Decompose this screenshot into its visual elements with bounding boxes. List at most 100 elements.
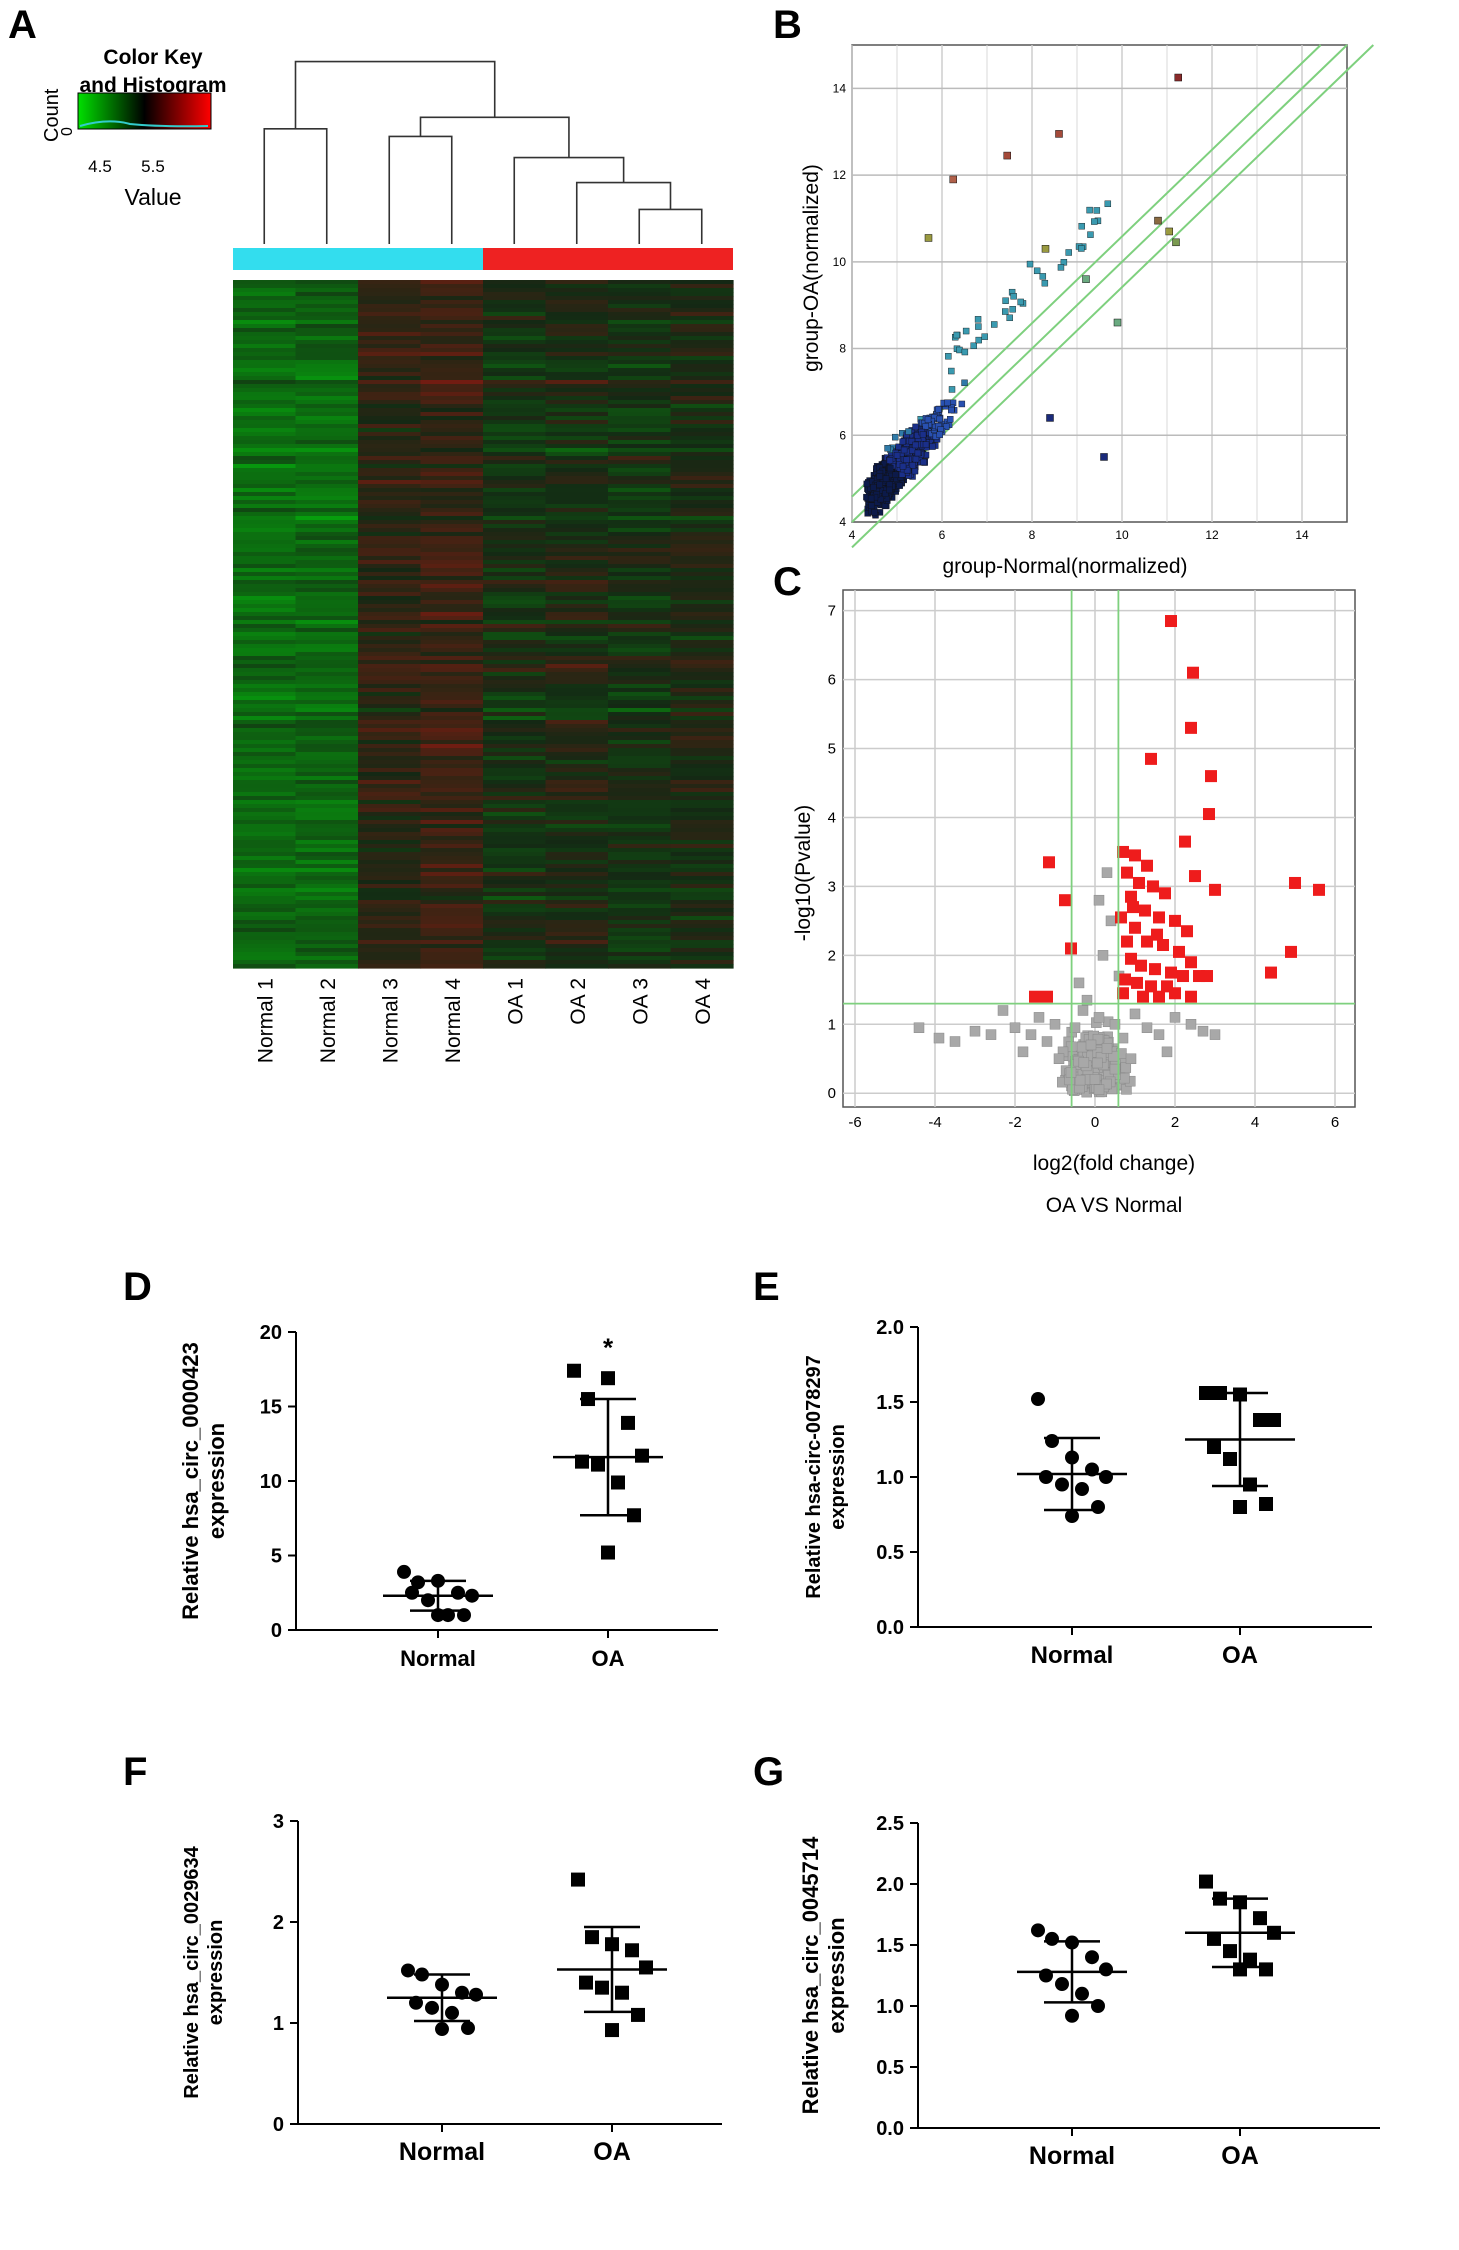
heatmap-cell	[608, 740, 672, 745]
heatmap-cell	[358, 780, 422, 785]
heatmap-cell	[545, 352, 609, 357]
heatmap-cell	[608, 448, 672, 453]
heatmap-cell	[483, 756, 547, 761]
heatmap-cell	[358, 952, 422, 957]
heatmap-cell	[483, 440, 547, 445]
heatmap-cell	[608, 536, 672, 541]
heatmap-cell	[358, 884, 422, 889]
heatmap-cell	[295, 636, 359, 641]
heatmap-cell	[670, 284, 734, 289]
heatmap-cell	[545, 432, 609, 437]
heatmap-cell	[545, 372, 609, 377]
heatmap-cell	[545, 304, 609, 309]
heatmap-cell	[483, 300, 547, 305]
heatmap-cell	[545, 952, 609, 957]
heatmap-cell	[295, 656, 359, 661]
heatmap-cell	[670, 964, 734, 969]
heatmap-cell	[483, 904, 547, 909]
heatmap-cell	[295, 964, 359, 969]
heatmap-cell	[233, 884, 297, 889]
heatmap-cell	[295, 516, 359, 521]
heatmap-cell	[295, 420, 359, 425]
heatmap-cell	[420, 440, 484, 445]
heatmap-cell	[608, 956, 672, 961]
heatmap-cell	[670, 664, 734, 669]
heatmap-cell	[420, 900, 484, 905]
heatmap-cell	[233, 512, 297, 517]
heatmap-cell	[608, 436, 672, 441]
heatmap-cell	[295, 536, 359, 541]
data-point-circle	[441, 1608, 455, 1623]
heatmap-cell	[545, 836, 609, 841]
heatmap-cell	[420, 380, 484, 385]
heatmap-cell	[608, 816, 672, 821]
heatmap-cell	[233, 808, 297, 813]
heatmap-cell	[545, 692, 609, 697]
heatmap-cell	[358, 336, 422, 341]
heatmap-cell	[295, 820, 359, 825]
heatmap-cell	[608, 804, 672, 809]
heatmap-cell	[233, 636, 297, 641]
b-point-bulk	[912, 423, 919, 431]
heatmap-cell	[483, 576, 547, 581]
heatmap-cell	[608, 340, 672, 345]
heatmap-cell	[358, 608, 422, 613]
heatmap-cell	[233, 332, 297, 337]
heatmap-cell	[420, 472, 484, 477]
heatmap-cell	[670, 652, 734, 657]
heatmap-cell	[358, 800, 422, 805]
heatmap-cell	[545, 428, 609, 433]
b-point-bulk	[911, 467, 919, 475]
heatmap-cell	[545, 536, 609, 541]
heatmap-cell	[295, 528, 359, 533]
dendrogram-link	[263, 128, 328, 244]
heatmap-cell	[420, 572, 484, 577]
heatmap-cell	[420, 456, 484, 461]
b-point-up	[1026, 260, 1034, 268]
heatmap-cell	[545, 840, 609, 845]
heatmap-cell	[545, 348, 609, 353]
heatmap-cell	[670, 316, 734, 321]
b-x-axis-title: group-Normal(normalized)	[942, 555, 1187, 578]
heatmap-cell	[295, 560, 359, 565]
heatmap-cell	[420, 540, 484, 545]
heatmap-cell	[295, 748, 359, 753]
heatmap-cell	[295, 428, 359, 433]
heatmap-cell	[545, 700, 609, 705]
heatmap-cell	[295, 956, 359, 961]
heatmap-cell	[358, 888, 422, 893]
heatmap-cell	[483, 316, 547, 321]
y-tick-label: 2.5	[876, 1813, 904, 1835]
heatmap-cell	[295, 296, 359, 301]
heatmap-cell	[608, 356, 672, 361]
heatmap-cell	[358, 428, 422, 433]
b-point-bulk	[958, 400, 966, 408]
heatmap-cell	[608, 844, 672, 849]
heatmap-cell	[358, 444, 422, 449]
b-x-tick-label: 14	[1295, 528, 1309, 542]
heatmap-cell	[420, 716, 484, 721]
b-point-bulk	[922, 441, 930, 448]
heatmap-cell	[670, 832, 734, 837]
data-point-square	[575, 1454, 589, 1469]
b-point-up	[974, 316, 982, 323]
heatmap-cell	[295, 384, 359, 389]
c-point-grey	[1129, 1008, 1141, 1020]
heatmap-cell	[670, 804, 734, 809]
heatmap-cell	[545, 500, 609, 505]
heatmap-cell	[358, 440, 422, 445]
heatmap-cell	[233, 828, 297, 833]
heatmap-cell	[670, 860, 734, 865]
heatmap-cell	[420, 544, 484, 549]
heatmap-cell	[233, 324, 297, 329]
heatmap-cell	[358, 772, 422, 777]
heatmap-cell	[608, 336, 672, 341]
heatmap-cell	[358, 704, 422, 709]
heatmap-cell	[420, 764, 484, 769]
data-point-square	[585, 1930, 599, 1945]
heatmap-cell	[233, 280, 297, 285]
heatmap-cell	[233, 384, 297, 389]
heatmap-cell	[358, 328, 422, 333]
heatmap-cell	[295, 692, 359, 697]
heatmap-cell	[233, 660, 297, 665]
